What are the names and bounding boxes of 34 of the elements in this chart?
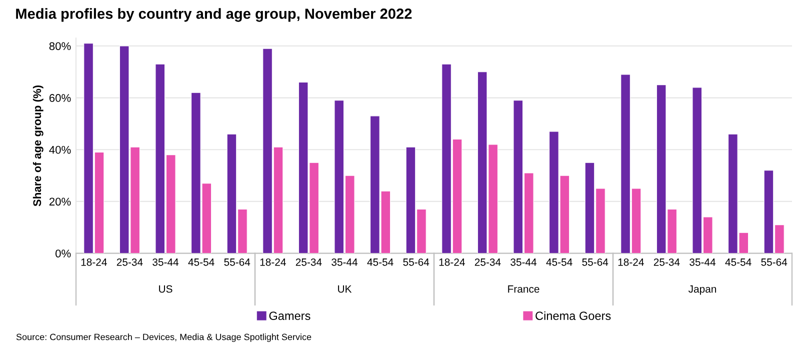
y-tick-label: 80% <box>49 42 71 50</box>
text: UK <box>338 285 352 293</box>
x-tick-label: 35-44 <box>690 258 716 266</box>
legend-label: Cinema Goers <box>536 311 611 320</box>
source-note: Source: Consumer Research – Devices, Media & Usage Spotlight Service <box>16 334 312 342</box>
x-tick-label: 55-64 <box>761 258 788 266</box>
x-tick-label: 25-34 <box>116 258 143 266</box>
x-tick-label: 55-64 <box>224 258 250 266</box>
chart-title: Media profiles by country and age group, November 2022 <box>16 8 412 22</box>
x-tick-label: 25-34 <box>654 258 680 266</box>
y-axis-title: Share of age group (%) <box>32 85 44 206</box>
x-tick-label: 18-24 <box>81 258 107 266</box>
x-tick-label: 45-54 <box>725 258 752 266</box>
x-tick-label: 55-64 <box>582 258 608 266</box>
x-tick-label: 35-44 <box>332 258 358 266</box>
y-tick-label: 20% <box>49 198 71 206</box>
x-tick-label: 45-54 <box>546 258 572 266</box>
y-tick-label: 40% <box>49 146 71 154</box>
y-tick-label: 60% <box>49 94 71 102</box>
x-tick-label: 25-34 <box>296 258 322 266</box>
x-tick-label: 18-24 <box>260 258 286 266</box>
x-tick-label: 25-34 <box>474 258 501 266</box>
text: France <box>508 285 540 293</box>
x-tick-label: 45-54 <box>188 258 214 266</box>
x-tick-label: 45-54 <box>367 258 394 266</box>
x-tick-label: 55-64 <box>403 258 430 266</box>
text: US <box>159 285 172 293</box>
x-tick-label: 18-24 <box>618 258 644 266</box>
legend-label: Gamers <box>269 312 310 320</box>
x-tick-label: 35-44 <box>152 258 179 266</box>
y-tick-label: 0% <box>56 250 71 258</box>
text: Japan <box>688 285 716 295</box>
x-tick-label: 18-24 <box>439 258 465 266</box>
x-tick-label: 35-44 <box>510 258 537 266</box>
